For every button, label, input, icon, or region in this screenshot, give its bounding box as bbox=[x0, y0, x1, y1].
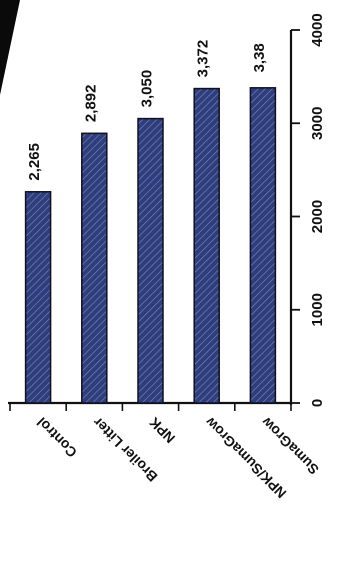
data-label: 3,372 bbox=[195, 40, 212, 78]
data-label: 2,265 bbox=[26, 143, 43, 181]
bar bbox=[137, 117, 164, 404]
bar bbox=[81, 132, 108, 404]
category-label: NPK bbox=[146, 414, 178, 446]
value-tick-label: 4000 bbox=[309, 13, 326, 46]
bar bbox=[249, 87, 277, 404]
bar bbox=[193, 87, 220, 404]
value-tick-label: 0 bbox=[309, 399, 326, 407]
data-label: 2,892 bbox=[82, 85, 99, 123]
category-label: SumaGrow bbox=[258, 414, 322, 478]
value-tick-label: 2000 bbox=[309, 200, 326, 233]
category-label: Control bbox=[34, 414, 81, 461]
value-tick-label: 3000 bbox=[309, 107, 326, 140]
plot-area: 010002000300040002,265Control2,892Broile… bbox=[8, 13, 326, 501]
scan-shadow bbox=[0, 0, 20, 95]
value-tick-label: 1000 bbox=[309, 293, 326, 326]
data-label: 3,38 bbox=[251, 43, 268, 72]
bar bbox=[24, 191, 52, 404]
data-label: 3,050 bbox=[138, 70, 155, 108]
